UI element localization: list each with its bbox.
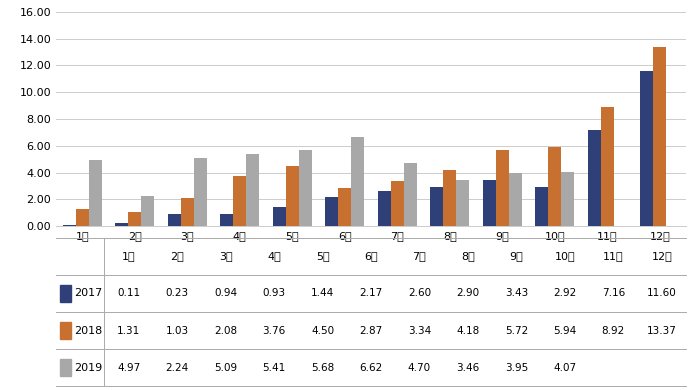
- Text: 2019: 2019: [74, 363, 103, 372]
- Text: 4.70: 4.70: [408, 363, 431, 372]
- Text: 5.72: 5.72: [505, 326, 528, 335]
- Text: 9月: 9月: [510, 252, 524, 261]
- Bar: [286, 166, 299, 226]
- Bar: [194, 158, 207, 226]
- Bar: [548, 147, 561, 226]
- Bar: [601, 106, 614, 226]
- Bar: [141, 196, 155, 226]
- Text: 12月: 12月: [652, 252, 672, 261]
- FancyBboxPatch shape: [60, 322, 71, 339]
- Bar: [220, 214, 233, 226]
- Text: 2.17: 2.17: [359, 289, 383, 298]
- Bar: [391, 181, 404, 226]
- Bar: [62, 225, 76, 226]
- Bar: [167, 214, 181, 226]
- Text: 4.18: 4.18: [456, 326, 480, 335]
- Text: 7.16: 7.16: [602, 289, 625, 298]
- Bar: [325, 197, 338, 226]
- Bar: [587, 130, 601, 226]
- Text: 1.31: 1.31: [117, 326, 140, 335]
- Text: 7月: 7月: [412, 252, 426, 261]
- Text: 4月: 4月: [267, 252, 281, 261]
- Text: 0.23: 0.23: [166, 289, 189, 298]
- Text: 0.94: 0.94: [214, 289, 237, 298]
- Bar: [561, 172, 575, 226]
- Bar: [377, 191, 391, 226]
- Bar: [482, 180, 496, 226]
- Text: 5.68: 5.68: [311, 363, 334, 372]
- Bar: [509, 173, 522, 226]
- Bar: [299, 150, 312, 226]
- Text: 3.34: 3.34: [408, 326, 431, 335]
- Text: 0.11: 0.11: [117, 289, 140, 298]
- Bar: [653, 47, 666, 226]
- Text: 4.50: 4.50: [311, 326, 334, 335]
- Text: 11.60: 11.60: [647, 289, 677, 298]
- FancyBboxPatch shape: [60, 285, 71, 302]
- Bar: [76, 209, 89, 226]
- Text: 11月: 11月: [603, 252, 624, 261]
- Bar: [535, 187, 548, 226]
- FancyBboxPatch shape: [60, 359, 71, 376]
- Text: 1.44: 1.44: [311, 289, 334, 298]
- Text: 3月: 3月: [219, 252, 232, 261]
- Text: 2017: 2017: [74, 289, 103, 298]
- Text: 4.07: 4.07: [553, 363, 576, 372]
- Text: 5.41: 5.41: [262, 363, 286, 372]
- Text: 2018: 2018: [74, 326, 103, 335]
- Bar: [640, 71, 653, 226]
- Text: 3.46: 3.46: [456, 363, 480, 372]
- Text: 5月: 5月: [316, 252, 330, 261]
- Bar: [181, 198, 194, 226]
- Bar: [89, 160, 102, 226]
- Bar: [272, 207, 286, 226]
- Text: 3.76: 3.76: [262, 326, 286, 335]
- Text: 2.92: 2.92: [553, 289, 577, 298]
- Text: 8月: 8月: [461, 252, 475, 261]
- Text: 2.08: 2.08: [214, 326, 237, 335]
- Bar: [338, 188, 351, 226]
- Text: 2.24: 2.24: [165, 363, 189, 372]
- Bar: [128, 213, 141, 226]
- Text: 6月: 6月: [364, 252, 378, 261]
- Text: 2月: 2月: [170, 252, 184, 261]
- Bar: [443, 170, 456, 226]
- Bar: [496, 149, 509, 226]
- Bar: [233, 176, 246, 226]
- Text: 13.37: 13.37: [647, 326, 677, 335]
- Bar: [115, 223, 128, 226]
- Text: 8.92: 8.92: [602, 326, 625, 335]
- Text: 1.03: 1.03: [166, 326, 189, 335]
- Text: 2.87: 2.87: [359, 326, 383, 335]
- Text: 4.97: 4.97: [117, 363, 140, 372]
- Text: 10月: 10月: [554, 252, 575, 261]
- Text: 2.90: 2.90: [456, 289, 480, 298]
- Bar: [430, 187, 443, 226]
- Text: 3.95: 3.95: [505, 363, 528, 372]
- Text: 5.09: 5.09: [214, 363, 237, 372]
- Text: 1月: 1月: [122, 252, 136, 261]
- Bar: [456, 180, 470, 226]
- Text: 3.43: 3.43: [505, 289, 528, 298]
- Text: 0.93: 0.93: [262, 289, 286, 298]
- Bar: [351, 137, 365, 226]
- Text: 5.94: 5.94: [553, 326, 577, 335]
- Text: 6.62: 6.62: [359, 363, 383, 372]
- Text: 2.60: 2.60: [408, 289, 431, 298]
- Bar: [404, 163, 417, 226]
- Bar: [246, 154, 260, 226]
